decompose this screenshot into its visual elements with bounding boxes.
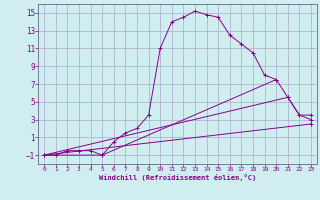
X-axis label: Windchill (Refroidissement éolien,°C): Windchill (Refroidissement éolien,°C)	[99, 174, 256, 181]
